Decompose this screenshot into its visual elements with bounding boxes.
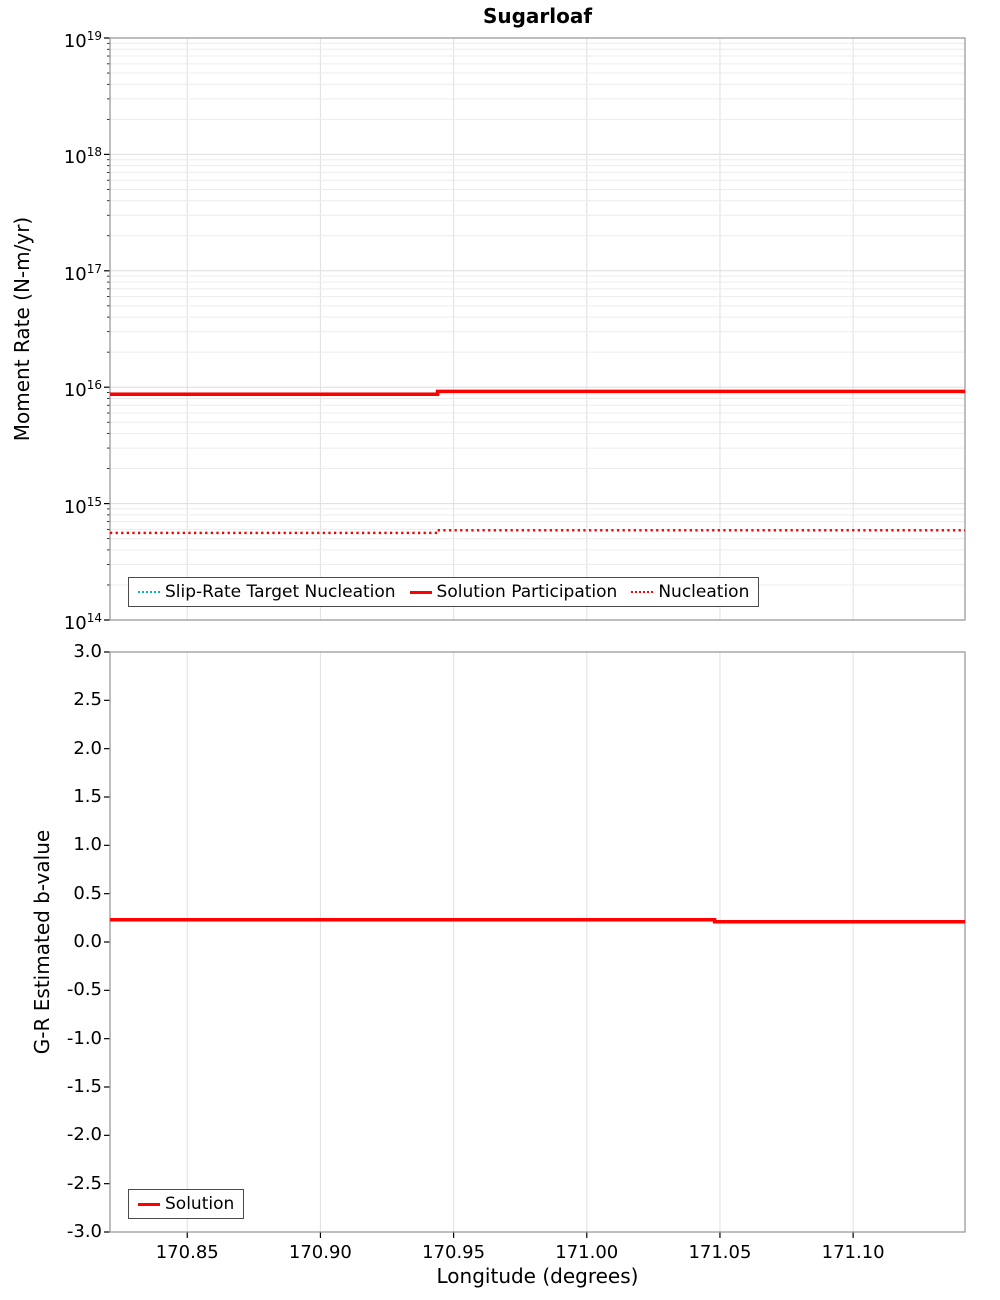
legend-item-solution-participation: Solution Participation	[409, 582, 618, 602]
y-tick-label: -1.5	[66, 1076, 102, 1097]
x-tick-label: 171.00	[555, 1242, 619, 1263]
series-line-solution-participation	[110, 389, 965, 396]
y-tick-label: 3.0	[73, 641, 102, 662]
x-tick-label: 171.10	[821, 1242, 885, 1263]
dotted-line-swatch-icon	[138, 591, 160, 593]
y-tick-label: 1.5	[73, 786, 102, 807]
y-tick-label: 1019	[63, 29, 102, 52]
y-tick-label: -3.0	[66, 1221, 102, 1242]
series-line-solution	[110, 918, 965, 924]
plot-border	[109, 651, 966, 1233]
plot-border	[109, 37, 966, 621]
y-tick-label: -1.0	[66, 1027, 102, 1049]
x-tick-label: 170.95	[422, 1242, 486, 1263]
legend-moment-rate: Slip-Rate Target Nucleation Solution Part…	[128, 577, 760, 607]
y-tick-label: 1.0	[73, 834, 102, 856]
x-tick-label: 170.85	[155, 1242, 219, 1263]
chart-0	[104, 37, 966, 621]
y-tick-label: 0.0	[73, 931, 102, 952]
chart-1	[104, 651, 966, 1238]
x-axis-label: Longitude (degrees)	[436, 1264, 639, 1288]
chart-title: Sugarloaf	[482, 4, 593, 28]
y-tick-label: -2.0	[66, 1124, 102, 1146]
legend-label: Slip-Rate Target Nucleation	[165, 582, 396, 602]
legend-label: Nucleation	[658, 582, 750, 602]
solid-line-swatch-icon	[409, 590, 432, 594]
y-tick-label: 2.0	[73, 737, 102, 759]
legend-label: Solution	[165, 1194, 235, 1214]
y-tick-label: 1018	[63, 145, 102, 169]
y-axis-label-moment-rate: Moment Rate (N-m/yr)	[10, 216, 34, 442]
y-tick-label: 1015	[63, 494, 102, 518]
x-tick-label: 171.05	[688, 1242, 752, 1263]
y-tick-label: 1016	[63, 378, 102, 402]
y-tick-label: 2.5	[73, 689, 102, 711]
x-tick-label: 170.90	[288, 1242, 352, 1263]
y-tick-label: 1017	[63, 261, 102, 285]
y-tick-label: 1014	[63, 611, 102, 634]
y-tick-label: -2.5	[66, 1172, 102, 1194]
dotted-line-swatch-icon	[631, 591, 654, 593]
legend-item-solution: Solution	[138, 1194, 234, 1214]
legend-item-slip-rate-target-nucleation: Slip-Rate Target Nucleation	[138, 582, 396, 602]
series-line-nucleation	[110, 529, 965, 535]
legend-label: Solution Participation	[436, 582, 618, 602]
solid-line-swatch-icon	[138, 1202, 160, 1206]
legend-item-nucleation: Nucleation	[631, 582, 749, 602]
y-tick-label: -0.5	[66, 979, 102, 1001]
legend-b-value: Solution	[128, 1189, 245, 1219]
y-tick-label: 0.5	[73, 882, 102, 904]
